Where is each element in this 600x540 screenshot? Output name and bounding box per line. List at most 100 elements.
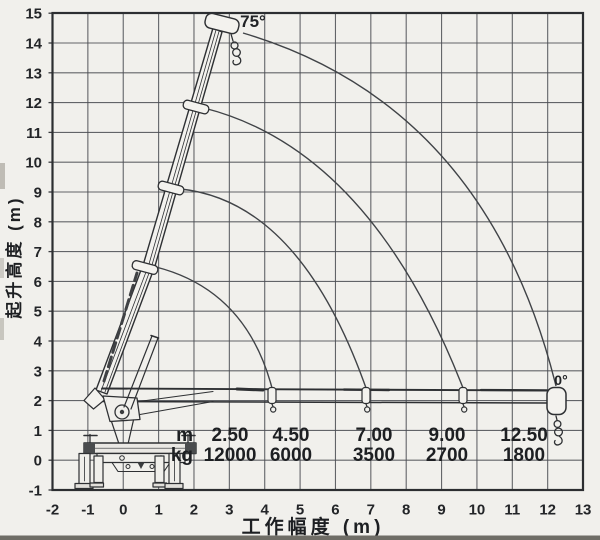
center-marker bbox=[137, 462, 145, 469]
subframe-bolt bbox=[125, 464, 131, 469]
boom-angle-min-label: 0° bbox=[554, 372, 567, 388]
grid bbox=[48, 12, 584, 491]
turret-plate bbox=[83, 387, 106, 410]
hook-0-icon bbox=[553, 415, 564, 446]
boom-joint-collar bbox=[131, 260, 159, 275]
scan-edge bbox=[0, 258, 4, 278]
y-tick-label: 13 bbox=[25, 65, 42, 82]
boom-head-75 bbox=[204, 12, 240, 35]
outrigger-foot bbox=[89, 482, 105, 488]
luffing-cylinder bbox=[130, 337, 159, 410]
table-capacity-value: 12000 bbox=[204, 445, 257, 466]
slew-pin bbox=[119, 409, 125, 415]
beam-end-cap bbox=[185, 443, 196, 454]
y-tick-label: 5 bbox=[34, 304, 42, 321]
table-row-label: m bbox=[176, 425, 193, 446]
x-tick-label: 12 bbox=[539, 502, 556, 519]
boom-overlap-mark bbox=[235, 387, 265, 392]
arc-landing-mark bbox=[271, 403, 274, 408]
x-tick-label: 6 bbox=[331, 502, 339, 519]
y-tick-label: 12 bbox=[25, 95, 42, 112]
y-tick-label: 3 bbox=[34, 363, 42, 380]
y-tick-label: 9 bbox=[34, 185, 42, 202]
boom-tip-arc bbox=[203, 107, 464, 389]
y-tick-label: -1 bbox=[29, 483, 42, 500]
arc-landing-mark bbox=[462, 403, 465, 408]
axis-tick-labels: -2 -1 0 1 2 3 4 5 6 7 8 9 10 11 12 13-10123456789101112… bbox=[25, 6, 591, 519]
luffing-cylinder bbox=[123, 335, 153, 408]
turret-body bbox=[102, 395, 141, 423]
table-row-label: kg bbox=[171, 445, 193, 466]
boom-angle-max-label: 75° bbox=[240, 12, 266, 31]
boom-horizontal-bottom bbox=[102, 400, 550, 404]
y-tick-label: 4 bbox=[34, 334, 43, 351]
x-tick-label: 1 bbox=[154, 502, 162, 519]
table-radius-value: 2.50 bbox=[212, 425, 249, 446]
outrigger-leg bbox=[154, 455, 165, 484]
x-tick-label: 3 bbox=[225, 502, 233, 519]
x-tick-label: 11 bbox=[504, 502, 520, 519]
arc-landing-mark bbox=[364, 406, 371, 413]
y-tick-label: 8 bbox=[34, 214, 42, 231]
x-tick-label: 0 bbox=[119, 502, 127, 519]
beam-end-cap bbox=[84, 443, 95, 454]
boom-support-brace bbox=[139, 400, 214, 416]
boom-tip-arc bbox=[155, 266, 273, 389]
boom-horizontal bbox=[101, 386, 567, 446]
table-radius-value: 12.50 bbox=[500, 425, 548, 446]
boom-tip-arc bbox=[242, 32, 557, 387]
y-tick-label: 1 bbox=[34, 423, 42, 440]
boom-butt-shading bbox=[102, 271, 139, 383]
arc-landing-mark bbox=[365, 403, 368, 408]
x-tick-label: 8 bbox=[402, 502, 410, 519]
boom-joint-collar bbox=[157, 180, 185, 196]
table-capacity-value: 6000 bbox=[270, 445, 312, 466]
outrigger-leg bbox=[93, 455, 104, 484]
x-tick-label: 7 bbox=[367, 502, 375, 519]
table-capacity-value: 3500 bbox=[353, 445, 395, 466]
arc-landing-mark bbox=[270, 406, 277, 413]
x-tick-label: 9 bbox=[437, 502, 445, 519]
boom-tip-arcs bbox=[155, 32, 557, 389]
hook-75-icon bbox=[230, 33, 242, 66]
mast-leg bbox=[110, 420, 120, 445]
y-tick-label: 11 bbox=[26, 125, 42, 142]
y-axis-title: 起升高度 (m) bbox=[4, 195, 24, 319]
table-capacity-value: 2700 bbox=[426, 445, 468, 466]
x-tick-label: 2 bbox=[190, 502, 198, 519]
x-tick-label: 4 bbox=[261, 502, 270, 519]
crane-figure bbox=[74, 12, 567, 490]
boom-support-brace bbox=[138, 390, 214, 403]
y-tick-label: 2 bbox=[34, 393, 42, 410]
arc-landing-mark bbox=[461, 406, 468, 413]
table-radius-value: 7.00 bbox=[356, 425, 393, 446]
scan-edge bbox=[0, 535, 600, 540]
x-tick-label: -1 bbox=[81, 502, 94, 519]
x-tick-label: 5 bbox=[296, 502, 304, 519]
x-axis-title: 工作幅度 (m) bbox=[242, 515, 385, 538]
boom-head-0 bbox=[546, 386, 567, 416]
y-tick-label: 6 bbox=[34, 274, 42, 291]
table-capacity-value: 1800 bbox=[503, 445, 545, 466]
y-tick-label: 10 bbox=[25, 155, 42, 172]
crane-base bbox=[74, 433, 197, 490]
arc-landing-mark bbox=[267, 386, 277, 405]
plot-border bbox=[51, 11, 585, 492]
arc-landing-mark bbox=[458, 386, 468, 405]
boom-horizontal-top bbox=[101, 387, 550, 392]
luffing-cylinder bbox=[150, 334, 160, 339]
boom-joint-collar bbox=[182, 99, 210, 115]
mast-leg bbox=[127, 419, 135, 445]
scan-edge bbox=[0, 318, 4, 340]
arc-landing-marks bbox=[267, 386, 468, 413]
y-tick-label: 15 bbox=[25, 6, 42, 23]
y-tick-label: 14 bbox=[25, 36, 42, 53]
scan-edge bbox=[0, 163, 5, 189]
table-radius-value: 4.50 bbox=[273, 425, 310, 446]
arc-landing-mark bbox=[361, 386, 371, 405]
y-tick-label: 7 bbox=[34, 244, 42, 261]
x-tick-label: 13 bbox=[575, 502, 592, 519]
outrigger-foot bbox=[164, 482, 184, 490]
